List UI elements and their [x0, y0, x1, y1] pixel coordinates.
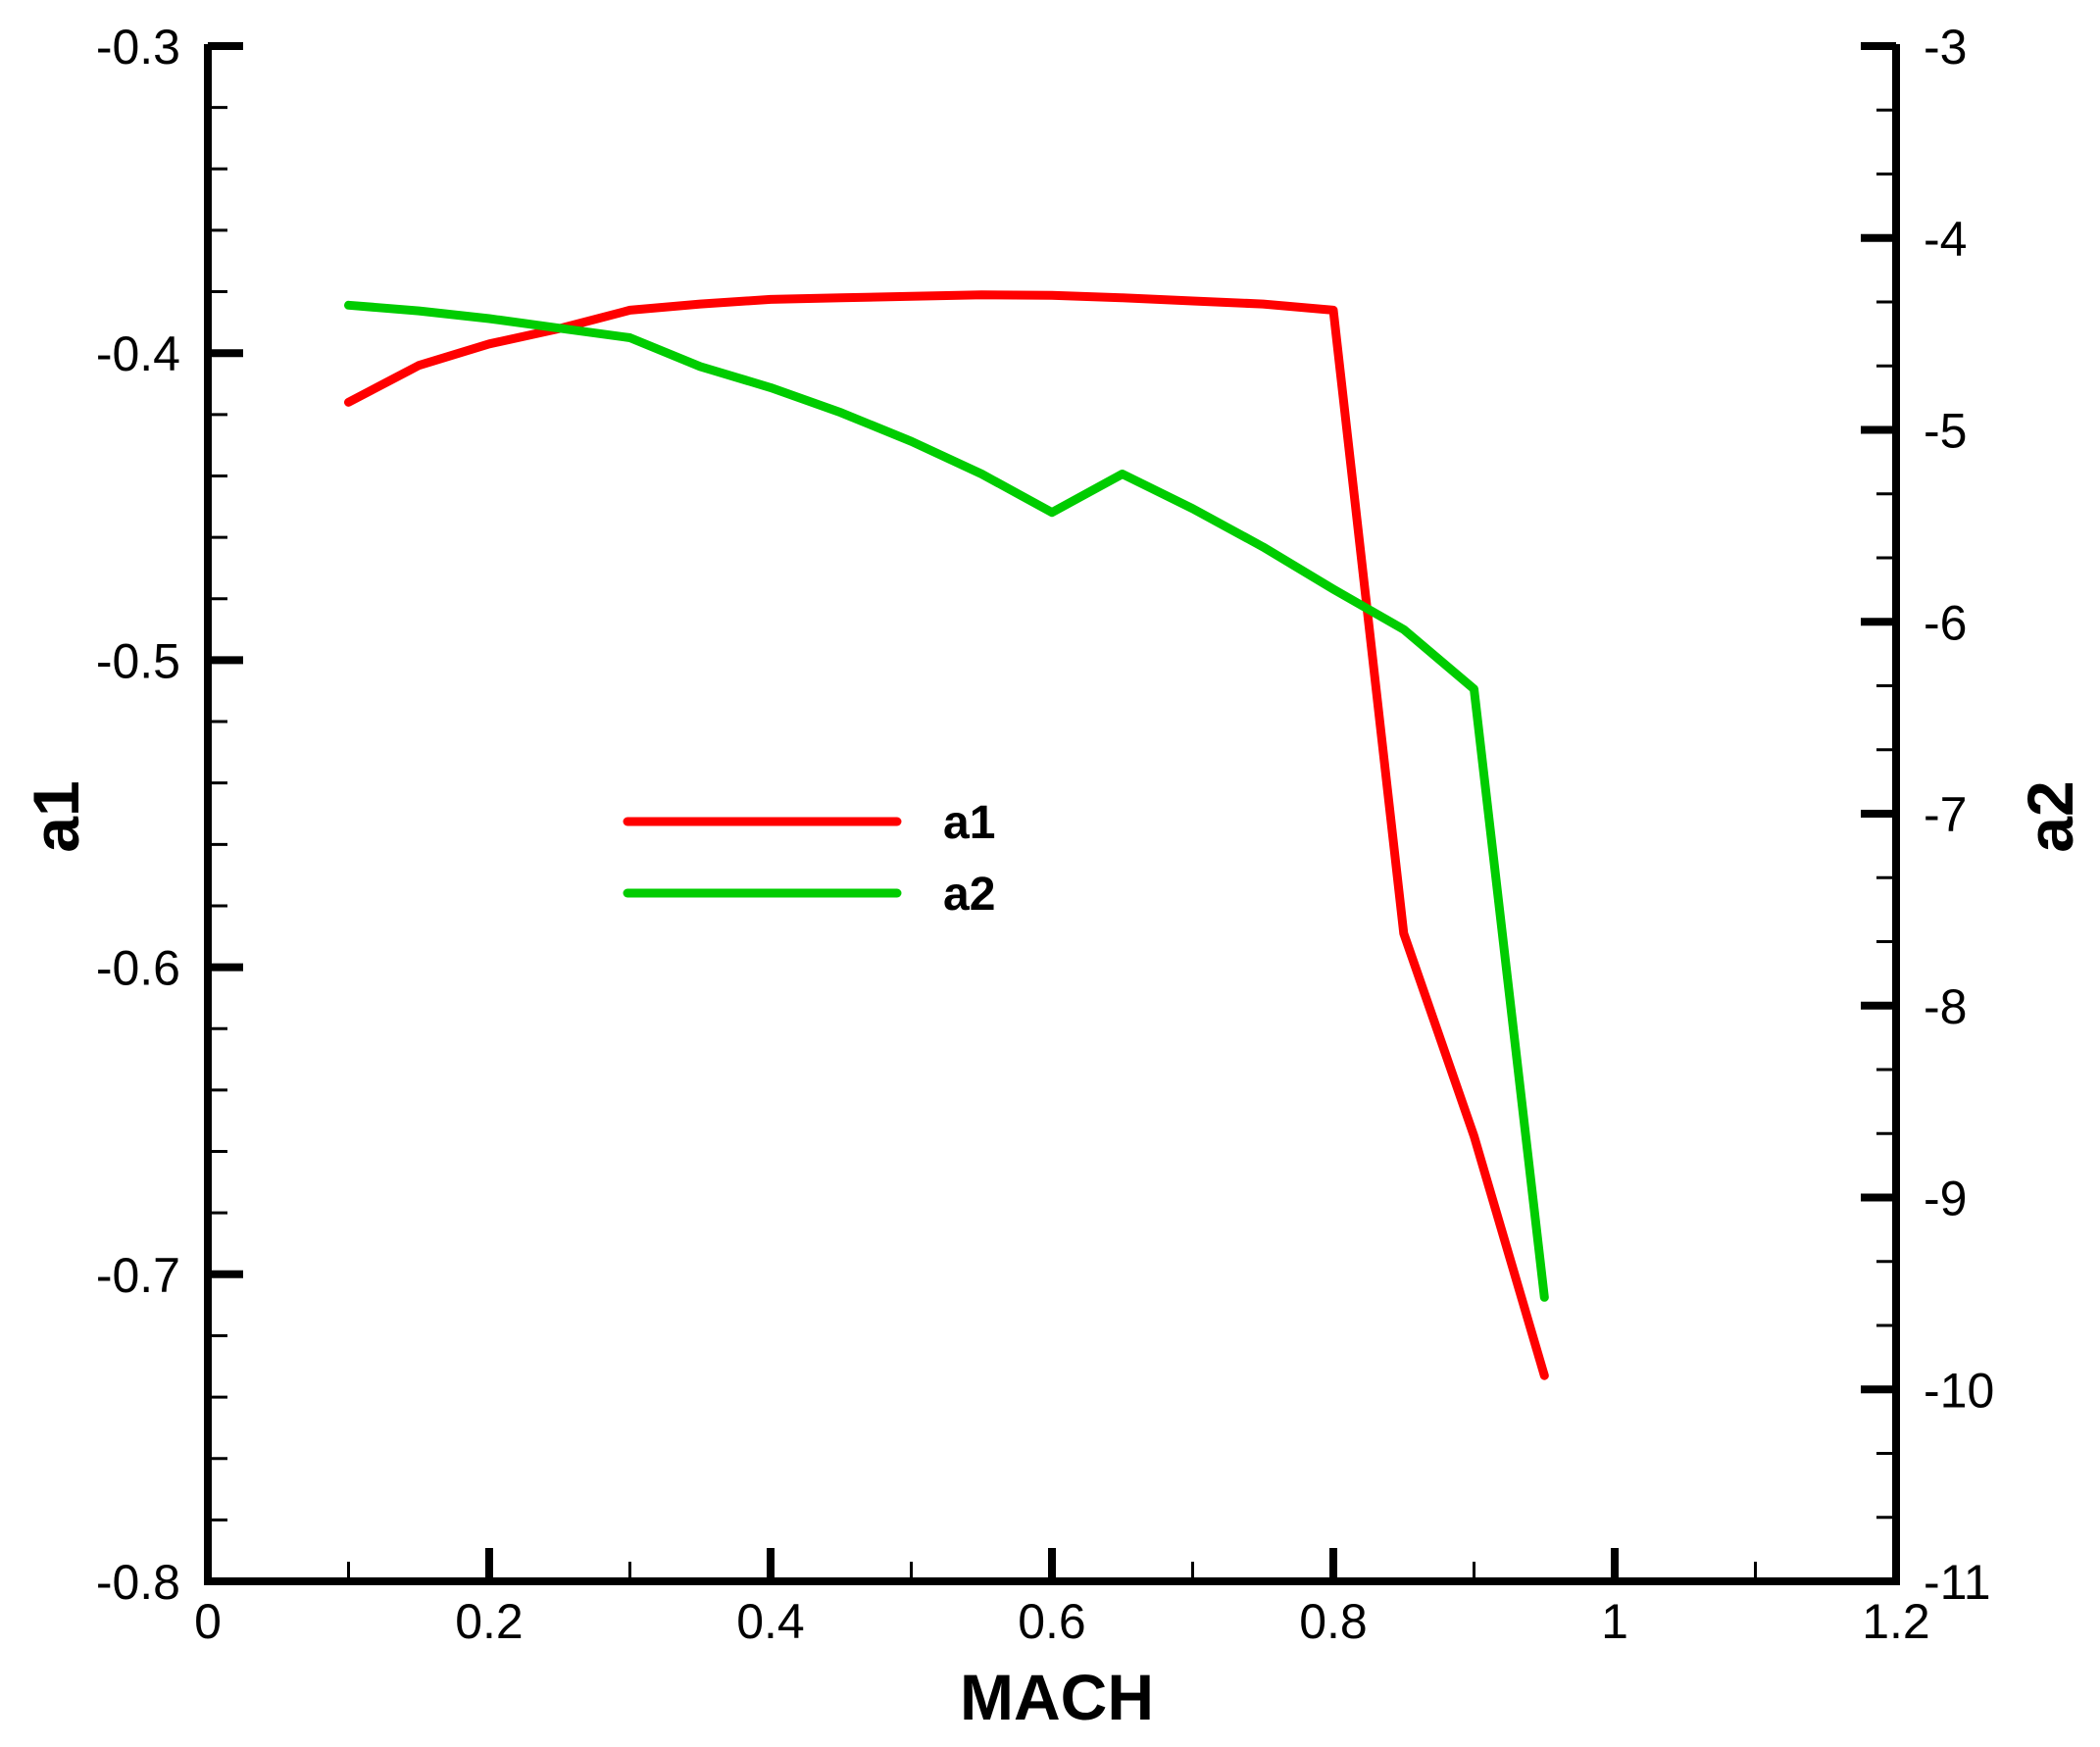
y-tick-label: -0.7: [96, 1248, 180, 1303]
x-tick-label: 1.2: [1862, 1594, 1930, 1649]
x-tick-label: 0.8: [1299, 1594, 1368, 1649]
series-line-a2: [344, 300, 1549, 1302]
axes: [204, 44, 1900, 1585]
y-tick-label: -0.5: [96, 633, 180, 688]
ticks: 0 0.2 0.4 0.6 0.8 1 1.2 -0.8 -0.7 -0.6 -0.5 -0.4 -0.…: [96, 20, 1994, 1649]
legend-label-a2: a2: [943, 869, 995, 921]
y2-tick-label: -5: [1924, 404, 1967, 459]
legend: a1 a2: [623, 797, 995, 921]
x-tick-label: 0: [194, 1594, 222, 1649]
x-tick-label: 1: [1601, 1594, 1628, 1649]
y-tick-label: -0.6: [96, 941, 180, 996]
series-lines: [344, 290, 1549, 1380]
y2-tick-label: -7: [1924, 787, 1967, 842]
y-tick-label: -0.8: [96, 1555, 180, 1610]
y2-tick-label: -3: [1924, 20, 1967, 75]
y2-tick-label: -10: [1924, 1363, 1994, 1418]
series-line-a1: [344, 290, 1549, 1380]
x-tick-label: 0.4: [736, 1594, 805, 1649]
y-axis-title-right: a2: [2014, 780, 2086, 852]
y2-tick-label: -9: [1924, 1172, 1967, 1226]
legend-label-a1: a1: [943, 797, 995, 849]
y2-tick-label: -4: [1924, 212, 1967, 267]
y-axis-title-left: a1: [20, 780, 92, 852]
y2-tick-label: -11: [1924, 1555, 1991, 1610]
y-tick-label: -0.3: [96, 20, 180, 75]
x-axis-title: MACH: [960, 1661, 1154, 1733]
x-tick-label: 0.2: [455, 1594, 524, 1649]
y2-tick-label: -8: [1924, 979, 1967, 1034]
y-tick-label: -0.4: [96, 326, 180, 381]
y2-tick-label: -6: [1924, 595, 1967, 650]
x-tick-label: 0.6: [1018, 1594, 1086, 1649]
